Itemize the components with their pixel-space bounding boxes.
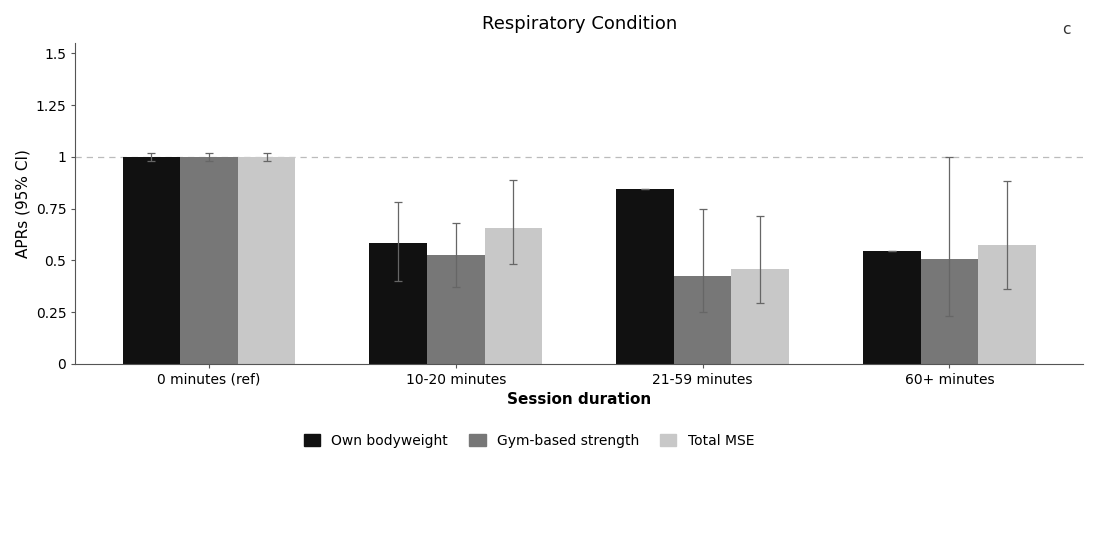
Bar — [863, 251, 920, 364]
Bar — [180, 157, 238, 364]
Bar — [484, 229, 542, 364]
Legend: Own bodyweight, Gym-based strength, Total MSE: Own bodyweight, Gym-based strength, Tota… — [298, 428, 760, 453]
Bar — [920, 259, 978, 364]
Bar — [731, 269, 789, 364]
Bar — [978, 245, 1035, 364]
Bar — [674, 276, 731, 364]
Y-axis label: APRs (95% CI): APRs (95% CI) — [15, 149, 30, 258]
Bar — [369, 243, 427, 364]
Bar — [616, 189, 674, 364]
Bar — [123, 157, 180, 364]
Bar — [427, 255, 484, 364]
Bar — [238, 157, 295, 364]
Text: c: c — [1062, 22, 1071, 37]
X-axis label: Session duration: Session duration — [507, 393, 651, 408]
Title: Respiratory Condition: Respiratory Condition — [482, 15, 676, 33]
